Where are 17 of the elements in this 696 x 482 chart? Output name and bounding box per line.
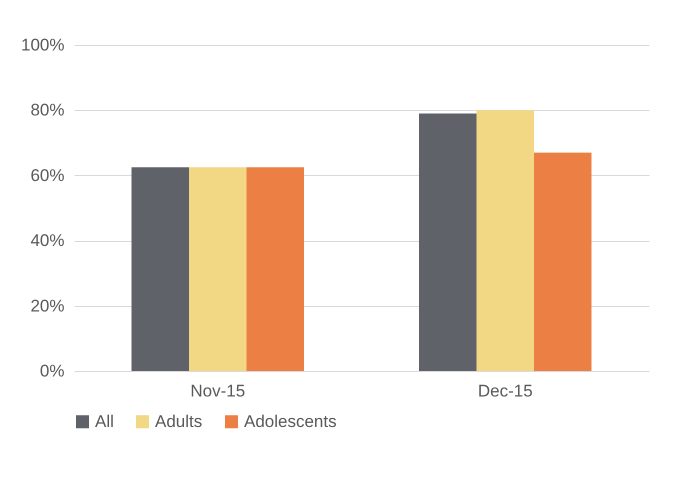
legend-label: All: [95, 412, 114, 431]
x-tick-label: Nov-15: [190, 382, 246, 400]
bar: [246, 167, 304, 371]
y-tick-label: 80%: [30, 100, 64, 120]
y-tick-label: 20%: [30, 296, 64, 316]
y-tick-label: 60%: [30, 166, 64, 185]
legend-label: Adolescents: [244, 412, 337, 431]
legend-label: Adults: [155, 412, 202, 431]
bar: [476, 110, 534, 371]
bar: [534, 152, 592, 371]
bar: [419, 113, 476, 371]
y-tick-label: 0%: [40, 362, 64, 380]
y-tick-label: 100%: [21, 36, 64, 54]
bar: [132, 167, 189, 371]
y-tick-label: 40%: [30, 231, 64, 250]
bar: [189, 167, 246, 371]
x-tick-label: Dec-15: [478, 382, 533, 400]
